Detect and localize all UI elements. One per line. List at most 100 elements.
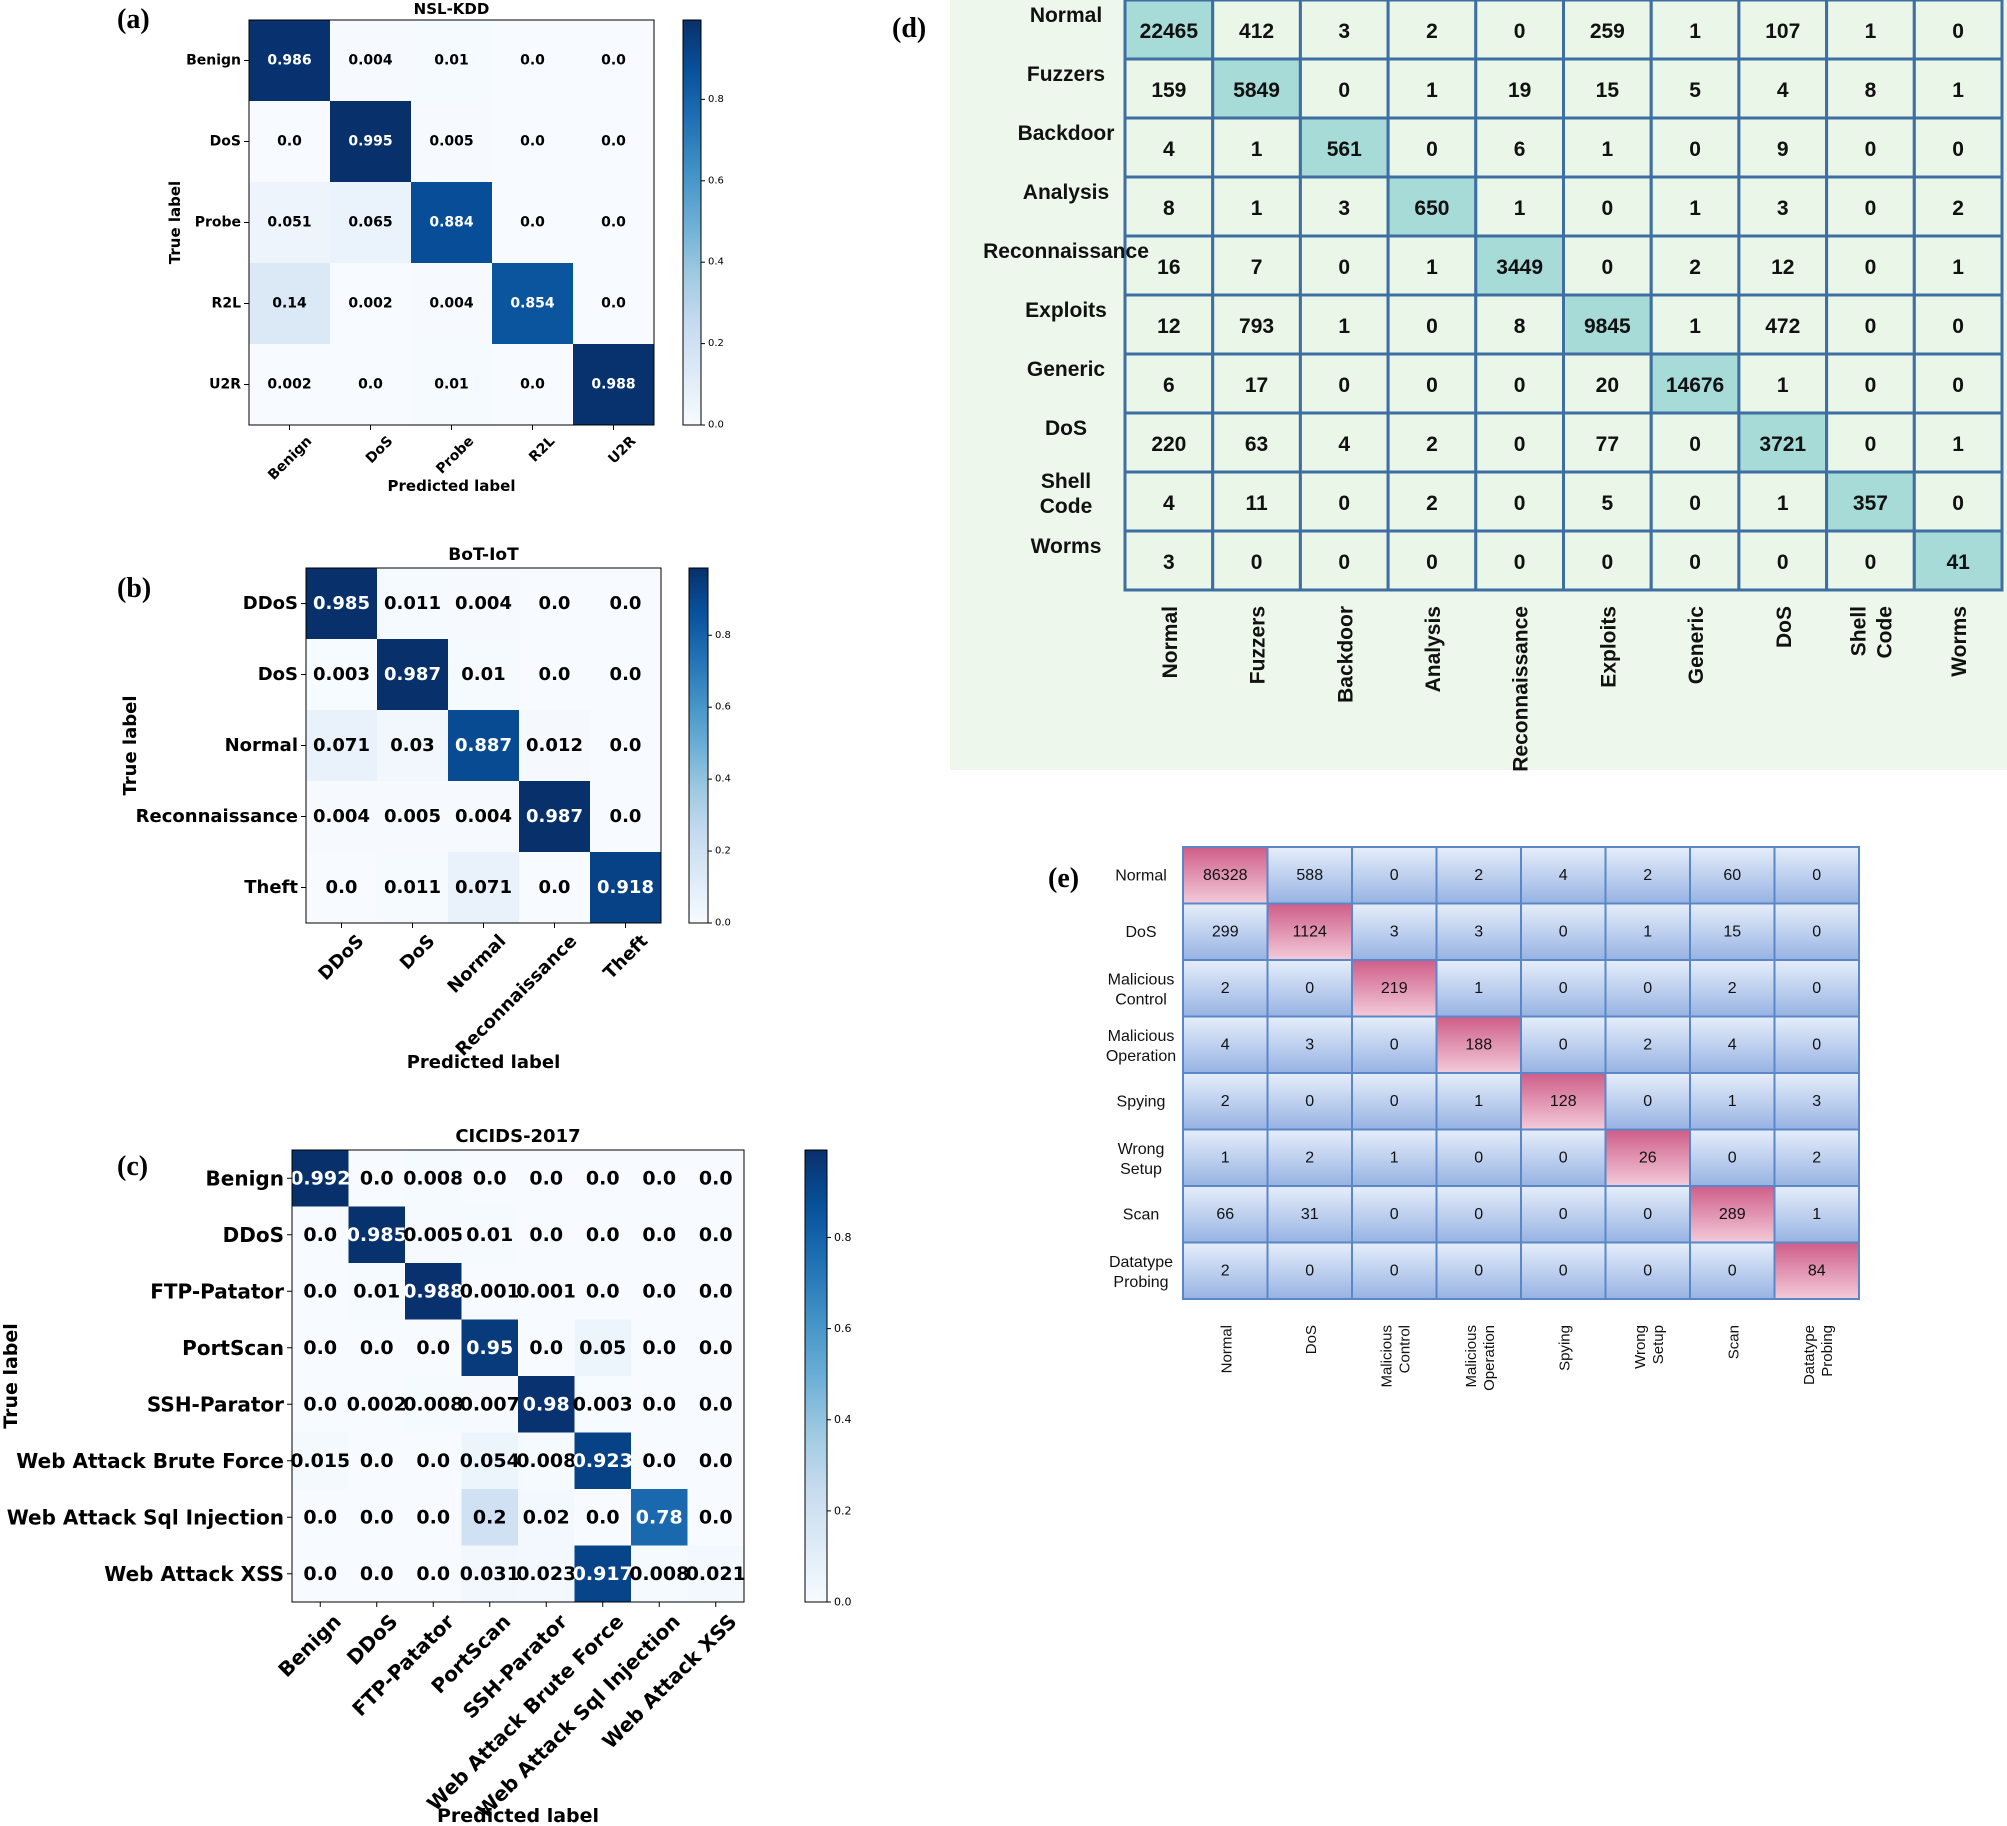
col-label-generic: Generic [1685, 606, 1708, 685]
cell-r2l-dos [330, 263, 412, 345]
cell-worms-dos-value: 0 [1777, 551, 1789, 574]
cell-web-attack-xss-benign [292, 1545, 349, 1603]
cell-dos-worms [1912, 411, 2004, 474]
cell-web-attack-xss-ftp-patator [405, 1545, 462, 1603]
cell-ssh-parator-portscan-value: 0.007 [460, 1393, 520, 1415]
cell-worms-worms-value: 41 [1946, 551, 1970, 574]
cell-fuzzers-dos-value: 4 [1777, 79, 1789, 102]
cell-worms-fuzzers [1211, 529, 1302, 592]
cell-web-attack-brute-force-portscan [461, 1432, 519, 1490]
x-axis-label: Predicted label [407, 1052, 561, 1073]
cell-u2r-r2l-value: 0.0 [520, 377, 545, 393]
cell-analysis-exploits-value: 0 [1602, 197, 1614, 220]
cell-dos-reconnaissance-value: 0 [1514, 433, 1526, 456]
cell-reconnaissance-analysis-value: 1 [1426, 256, 1438, 279]
cell-scan-malicious-operation-value: 0 [1474, 1206, 1483, 1223]
cell-probe-benign-value: 0.051 [267, 215, 311, 231]
cell-benign-web-attack-brute-force [574, 1150, 632, 1207]
cell-dos-wrong-setup-value: 1 [1643, 923, 1652, 940]
cell-reconnaissance-theft-value: 0.0 [610, 806, 642, 827]
cell-analysis-reconnaissance [1474, 175, 1566, 238]
cell-shell-code-analysis-value: 2 [1426, 492, 1438, 515]
cell-ddos-normal-value: 0.004 [455, 593, 512, 614]
cell-web-attack-sql-injection-web-attack-xss [687, 1489, 745, 1546]
cell-generic-fuzzers-value: 17 [1245, 374, 1268, 397]
cell-fuzzers-reconnaissance-value: 19 [1508, 79, 1531, 102]
cell-ftp-patator-benign [292, 1263, 349, 1320]
cell-normal-spying-value: 4 [1559, 867, 1568, 884]
cell-datatype-probing-malicious-operation-value: 0 [1474, 1262, 1483, 1279]
col-label-fuzzers: Fuzzers [1247, 606, 1270, 684]
cell-portscan-web-attack-brute-force-value: 0.05 [579, 1337, 626, 1359]
cell-analysis-normal [1123, 175, 1215, 238]
cell-reconnaissance-worms [1912, 234, 2004, 297]
row-label-datatype-probing: Datatype Probing [1109, 1254, 1173, 1291]
cell-spying-dos-value: 0 [1305, 1093, 1314, 1110]
cell-normal-reconnaissance-value: 0 [1514, 20, 1526, 43]
col-label-worms: Worms [1948, 606, 1971, 677]
cell-datatype-probing-dos-value: 0 [1305, 1262, 1314, 1279]
cell-web-attack-sql-injection-web-attack-sql-injection [631, 1489, 688, 1546]
cell-analysis-worms [1912, 175, 2004, 238]
cell-backdoor-dos [1737, 116, 1829, 179]
cell-u2r-dos [330, 344, 412, 426]
col-label-u2r: U2R [605, 433, 639, 467]
cell-portscan-web-attack-brute-force [574, 1319, 632, 1377]
cell-dos-reconnaissance [519, 639, 591, 711]
cell-datatype-probing-scan [1689, 1241, 1776, 1300]
cell-benign-benign [292, 1150, 349, 1207]
cell-malicious-operation-malicious-control-value: 0 [1390, 1036, 1399, 1053]
cell-ftp-patator-web-attack-brute-force-value: 0.0 [586, 1280, 620, 1302]
cell-portscan-portscan-value: 0.95 [466, 1337, 513, 1359]
cell-scan-dos [1266, 1185, 1353, 1244]
row-label-normal: Normal [225, 735, 298, 756]
cell-ddos-web-attack-xss [687, 1206, 745, 1264]
cell-ssh-parator-ftp-patator-value: 0.008 [403, 1393, 463, 1415]
cell-benign-ssh-parator [518, 1150, 575, 1207]
cell-web-attack-brute-force-benign [292, 1432, 349, 1490]
cell-web-attack-xss-benign-value: 0.0 [303, 1563, 337, 1585]
col-label-benign: Benign [265, 433, 315, 483]
cell-analysis-dos [1737, 175, 1829, 238]
cell-web-attack-sql-injection-ssh-parator-value: 0.02 [523, 1506, 570, 1528]
cell-ddos-ssh-parator-value: 0.0 [529, 1224, 563, 1246]
cell-analysis-dos-value: 3 [1777, 197, 1789, 220]
cell-spying-wrong-setup-value: 0 [1643, 1093, 1652, 1110]
cell-malicious-control-malicious-control-value: 219 [1381, 980, 1408, 997]
cell-worms-normal [1123, 529, 1215, 592]
cell-portscan-web-attack-sql-injection-value: 0.0 [642, 1337, 676, 1359]
cell-normal-shell-code-value: 1 [1865, 20, 1877, 43]
cell-ftp-patator-web-attack-sql-injection [631, 1263, 688, 1320]
cell-dos-dos-value: 0.987 [384, 664, 441, 685]
cell-generic-analysis [1386, 352, 1478, 415]
cell-dos-dos [330, 101, 412, 183]
cell-ftp-patator-ssh-parator-value: 0.001 [516, 1280, 576, 1302]
cell-web-attack-brute-force-portscan-value: 0.054 [460, 1450, 520, 1472]
cell-dos-scan-value: 15 [1723, 923, 1741, 940]
cell-benign-web-attack-xss-value: 0.0 [699, 1167, 733, 1189]
cell-scan-normal-value: 66 [1216, 1206, 1234, 1223]
col-label-normal: Normal [444, 931, 511, 998]
cell-exploits-worms-value: 0 [1952, 315, 1964, 338]
cell-ssh-parator-web-attack-brute-force [574, 1376, 632, 1433]
cell-web-attack-brute-force-ddos [348, 1432, 406, 1490]
cell-exploits-fuzzers-value: 793 [1239, 315, 1274, 338]
cell-dos-exploits [1562, 411, 1653, 474]
cell-web-attack-brute-force-benign-value: 0.015 [290, 1450, 350, 1472]
chart-nsl-kdd: NSL-KDD 0.986 0.004 0.01 0.0 0.0 0.0 0.995 0.005… [166, 0, 724, 495]
cell-ssh-parator-ftp-patator [405, 1376, 462, 1433]
row-label-reconnaissance: Reconnaissance [983, 240, 1149, 263]
cell-shell-code-reconnaissance-value: 0 [1514, 492, 1526, 515]
colorbar-tick-label: 0.2 [715, 846, 731, 857]
cell-web-attack-xss-web-attack-sql-injection-value: 0.008 [629, 1563, 689, 1585]
cell-spying-scan-value: 1 [1728, 1093, 1737, 1110]
row-label-exploits: Exploits [1025, 299, 1107, 322]
cell-exploits-dos-value: 472 [1765, 315, 1800, 338]
cell-probe-benign [249, 182, 331, 264]
cell-malicious-operation-spying-value: 0 [1559, 1036, 1568, 1053]
cell-worms-shell-code-value: 0 [1865, 551, 1877, 574]
cell-scan-dos-value: 31 [1301, 1206, 1319, 1223]
cell-shell-code-generic-value: 0 [1689, 492, 1701, 515]
cell-reconnaissance-dos [377, 781, 449, 853]
